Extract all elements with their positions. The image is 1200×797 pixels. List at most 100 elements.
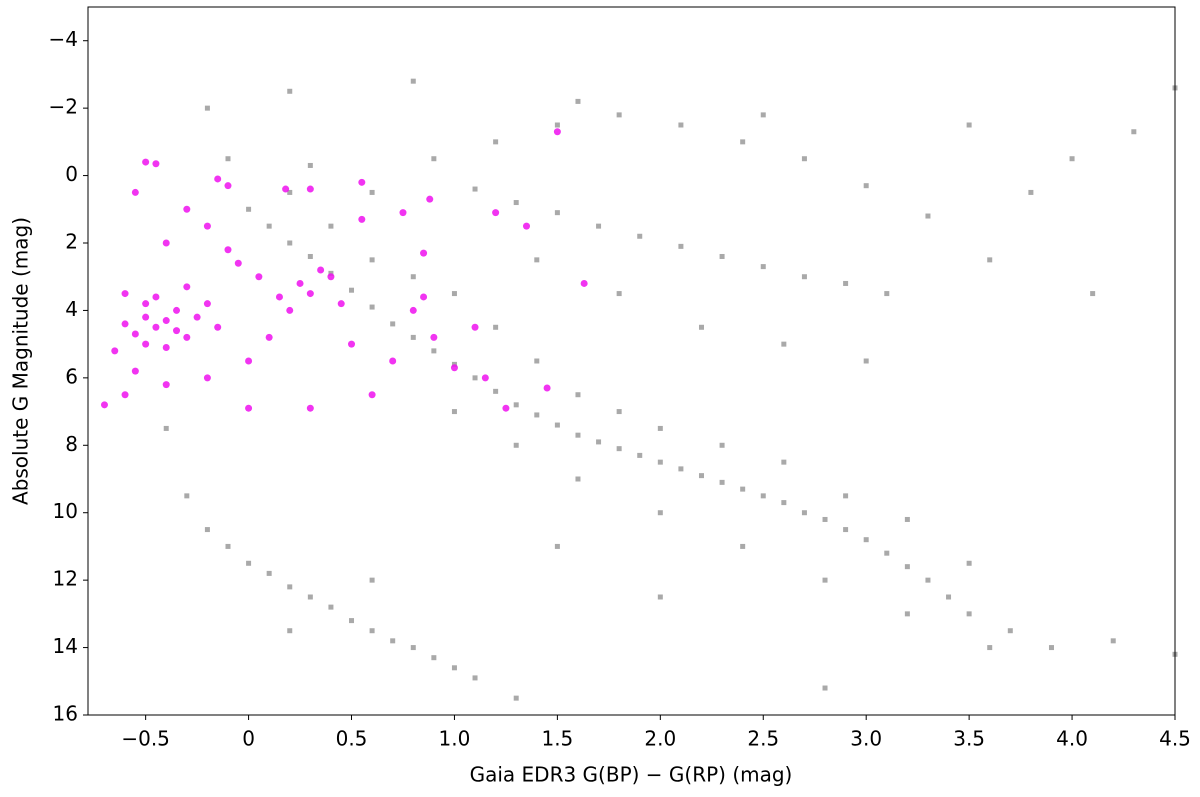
point (224, 246, 232, 254)
point (698, 473, 704, 479)
point (410, 78, 416, 84)
point (266, 223, 272, 229)
point (596, 223, 602, 229)
point (245, 357, 253, 365)
point (843, 280, 849, 286)
point (307, 594, 313, 600)
point (451, 409, 457, 415)
plot-frame (87, 6, 1176, 716)
point (801, 510, 807, 516)
point (740, 139, 746, 145)
point (904, 516, 910, 522)
point (152, 160, 160, 168)
point (534, 257, 540, 263)
point (245, 404, 253, 412)
point (719, 442, 725, 448)
point (162, 381, 170, 389)
point (152, 293, 160, 301)
point (481, 374, 489, 382)
point (966, 560, 972, 566)
point (863, 183, 869, 189)
point (410, 274, 416, 280)
point (966, 122, 972, 128)
point (214, 323, 222, 331)
point (616, 409, 622, 415)
point (255, 273, 263, 281)
point (349, 287, 355, 293)
point (698, 324, 704, 330)
point (801, 156, 807, 162)
point (925, 577, 931, 583)
point (389, 357, 397, 365)
y-tick-label: 4 (65, 297, 78, 321)
point (637, 452, 643, 458)
x-tick-label: 4.5 (1159, 727, 1191, 751)
point (554, 543, 560, 549)
point (131, 367, 139, 375)
point (131, 188, 139, 196)
point (740, 543, 746, 549)
point (987, 645, 993, 651)
point (121, 320, 129, 328)
point (121, 391, 129, 399)
point (369, 304, 375, 310)
point (575, 98, 581, 104)
point (121, 290, 129, 298)
point (781, 459, 787, 465)
point (430, 333, 438, 341)
point (822, 577, 828, 583)
point (287, 240, 293, 246)
point (801, 274, 807, 280)
point (426, 195, 434, 203)
x-tick-label: 4.0 (1056, 727, 1088, 751)
point (493, 388, 499, 394)
point (492, 209, 500, 217)
point (472, 675, 478, 681)
x-axis-label: Gaia EDR3 G(BP) − G(RP) (mag) (470, 763, 793, 787)
point (173, 306, 181, 314)
point (162, 317, 170, 325)
point (534, 358, 540, 364)
point (162, 344, 170, 352)
point (946, 594, 952, 600)
point (225, 543, 231, 549)
point (246, 206, 252, 212)
point (554, 122, 560, 128)
point (472, 186, 478, 192)
point (306, 290, 314, 298)
point (843, 493, 849, 499)
point (287, 88, 293, 94)
point (111, 347, 119, 355)
point (287, 584, 293, 590)
point (760, 264, 766, 270)
point (275, 293, 283, 301)
point (471, 323, 479, 331)
y-tick-label: 8 (65, 432, 78, 456)
point (543, 384, 551, 392)
point (822, 516, 828, 522)
point (183, 283, 191, 291)
point (317, 266, 325, 274)
point (203, 374, 211, 382)
point (554, 422, 560, 428)
y-tick-label: 6 (65, 364, 78, 388)
point (358, 215, 366, 223)
point (142, 340, 150, 348)
point (616, 446, 622, 452)
point (183, 205, 191, 213)
point (657, 510, 663, 516)
x-tick-label: 2.0 (644, 727, 676, 751)
y-axis-label: Absolute G Magnitude (mag) (9, 217, 33, 505)
point (554, 210, 560, 216)
point (781, 500, 787, 506)
point (431, 348, 437, 354)
point (286, 306, 294, 314)
point (203, 300, 211, 308)
point (1090, 291, 1096, 297)
point (472, 375, 478, 381)
point (884, 550, 890, 556)
point (306, 404, 314, 412)
point (1048, 645, 1054, 651)
point (502, 404, 510, 412)
point (781, 341, 787, 347)
